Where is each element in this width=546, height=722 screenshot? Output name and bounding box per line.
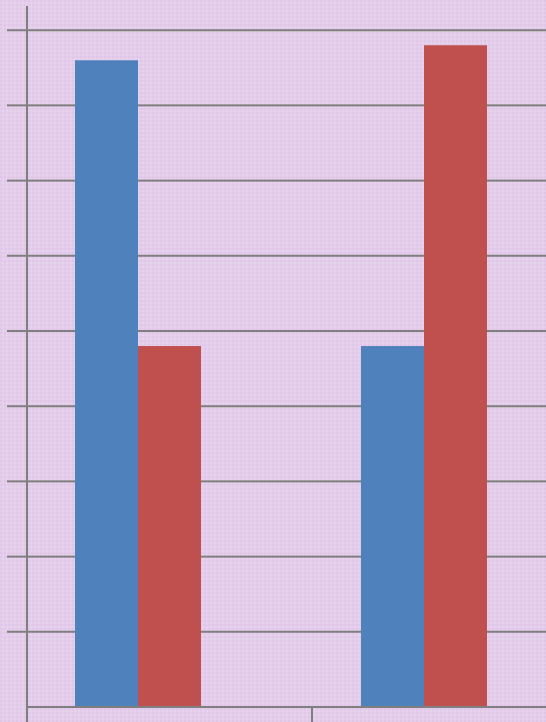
bars [75, 45, 487, 708]
bar-s1-c2 [361, 346, 424, 707]
bar-s2-c2 [424, 45, 487, 708]
bar-s2-c1 [138, 346, 201, 707]
bar-s1-c1 [75, 60, 138, 707]
axes [7, 6, 546, 722]
